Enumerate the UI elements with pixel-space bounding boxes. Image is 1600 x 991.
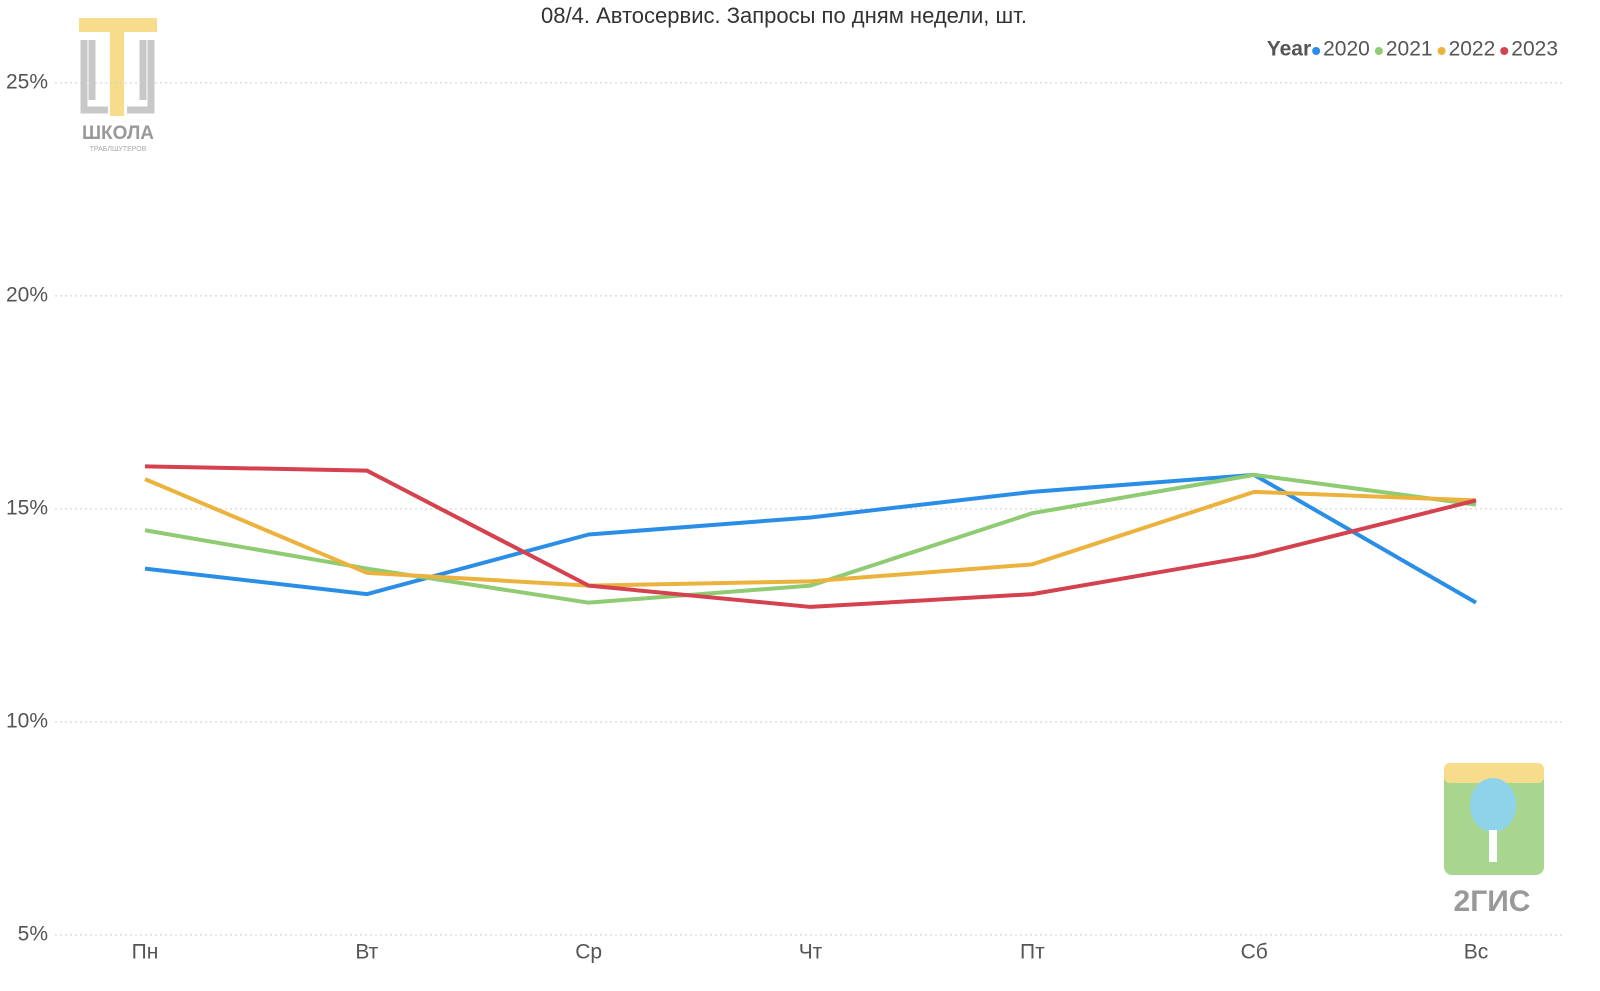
legend-title: Year: [1267, 38, 1311, 61]
legend-label: 2022: [1449, 38, 1496, 61]
school-logo: ШКОЛА ТРАБЛШУТЕРОВ: [79, 18, 157, 153]
legend-marker: [1500, 47, 1509, 55]
legend-marker: [1374, 47, 1383, 55]
legend-label: 2021: [1386, 38, 1433, 61]
x-tick-label: Вт: [355, 941, 378, 964]
gis-logo: 2ГИС: [1444, 763, 1544, 918]
y-tick-label: 20%: [6, 283, 48, 306]
x-tick-label: Пт: [1020, 941, 1045, 964]
x-tick-label: Чт: [799, 941, 823, 964]
legend-label: 2023: [1511, 38, 1558, 61]
logo-text: ШКОЛА: [82, 123, 154, 144]
x-tick-label: Ср: [575, 941, 602, 964]
series-line: [144, 464, 1477, 609]
legend-marker: [1312, 47, 1321, 55]
legend-label: 2020: [1323, 38, 1370, 61]
y-tick-label: 10%: [6, 710, 48, 733]
series-line: [144, 472, 1477, 605]
logo-subtext: ТРАБЛШУТЕРОВ: [90, 146, 147, 153]
chart-title: 08/4. Автосервис. Запросы по дням недели…: [541, 3, 1027, 28]
series-line: [144, 477, 1477, 588]
y-tick-label: 15%: [6, 496, 48, 519]
x-tick-label: Сб: [1241, 941, 1268, 964]
logo-text: 2ГИС: [1454, 885, 1531, 918]
y-tick-label: 5%: [18, 923, 48, 946]
x-tick-label: Вс: [1464, 941, 1489, 964]
x-tick-label: Пн: [132, 941, 159, 964]
y-tick-label: 25%: [6, 70, 48, 93]
legend-marker: [1437, 47, 1446, 55]
